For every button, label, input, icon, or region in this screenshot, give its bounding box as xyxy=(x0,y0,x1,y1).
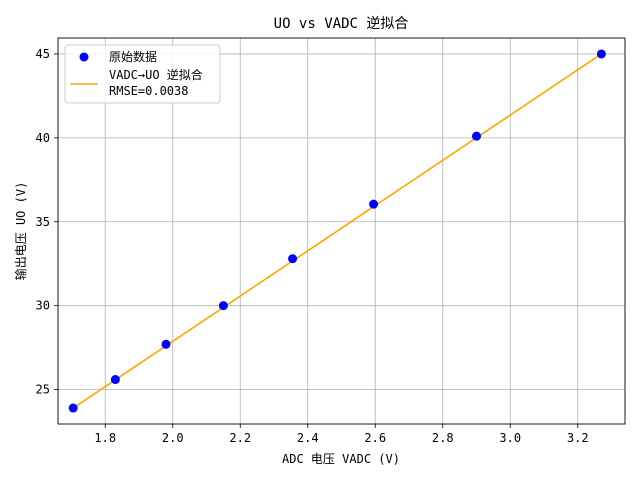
x-tick-label: 2.6 xyxy=(364,431,386,445)
x-tick-label: 2.0 xyxy=(162,431,184,445)
y-tick-label: 35 xyxy=(36,215,50,229)
data-point xyxy=(472,131,481,141)
chart-title: UO vs VADC 逆拟合 xyxy=(274,16,409,32)
legend-scatter-marker xyxy=(79,52,89,62)
y-tick-label: 40 xyxy=(36,131,50,145)
x-tick-label: 1.8 xyxy=(94,431,116,445)
data-point xyxy=(161,339,171,349)
data-point xyxy=(369,199,379,209)
x-tick-label: 2.2 xyxy=(229,431,251,445)
data-point xyxy=(110,375,120,385)
y-tick-label: 45 xyxy=(36,47,50,61)
data-point xyxy=(68,403,78,413)
legend: 原始数据 VADC→UO 逆拟合 RMSE=0.0038 xyxy=(64,44,221,104)
x-tick-label: 3.2 xyxy=(567,431,589,445)
x-tick-label: 2.8 xyxy=(432,431,454,445)
y-tick-label: 30 xyxy=(36,299,50,313)
legend-label-fit: VADC→UO 逆拟合 xyxy=(109,67,203,82)
fit-line xyxy=(72,53,602,409)
x-axis-label: ADC 电压 VADC (V) xyxy=(282,452,400,466)
x-tick-label: 2.4 xyxy=(297,431,319,445)
data-point xyxy=(288,254,298,264)
y-axis-label: 输出电压 UO (V) xyxy=(13,182,28,281)
x-tick-label: 3.0 xyxy=(499,431,521,445)
grid-lines xyxy=(58,38,625,424)
legend-box xyxy=(64,44,221,104)
legend-label-scatter: 原始数据 xyxy=(109,49,157,64)
legend-label-rmse: RMSE=0.0038 xyxy=(109,84,188,98)
x-axis-ticks: 1.8 2.0 2.2 2.4 2.6 2.8 3.0 3.2 xyxy=(94,424,589,445)
data-point xyxy=(218,301,228,311)
plot-frame xyxy=(57,37,626,425)
y-tick-label: 25 xyxy=(36,383,50,397)
data-point xyxy=(596,49,606,59)
data-points xyxy=(68,49,606,413)
y-axis-ticks: 25 30 35 40 45 xyxy=(36,47,58,397)
